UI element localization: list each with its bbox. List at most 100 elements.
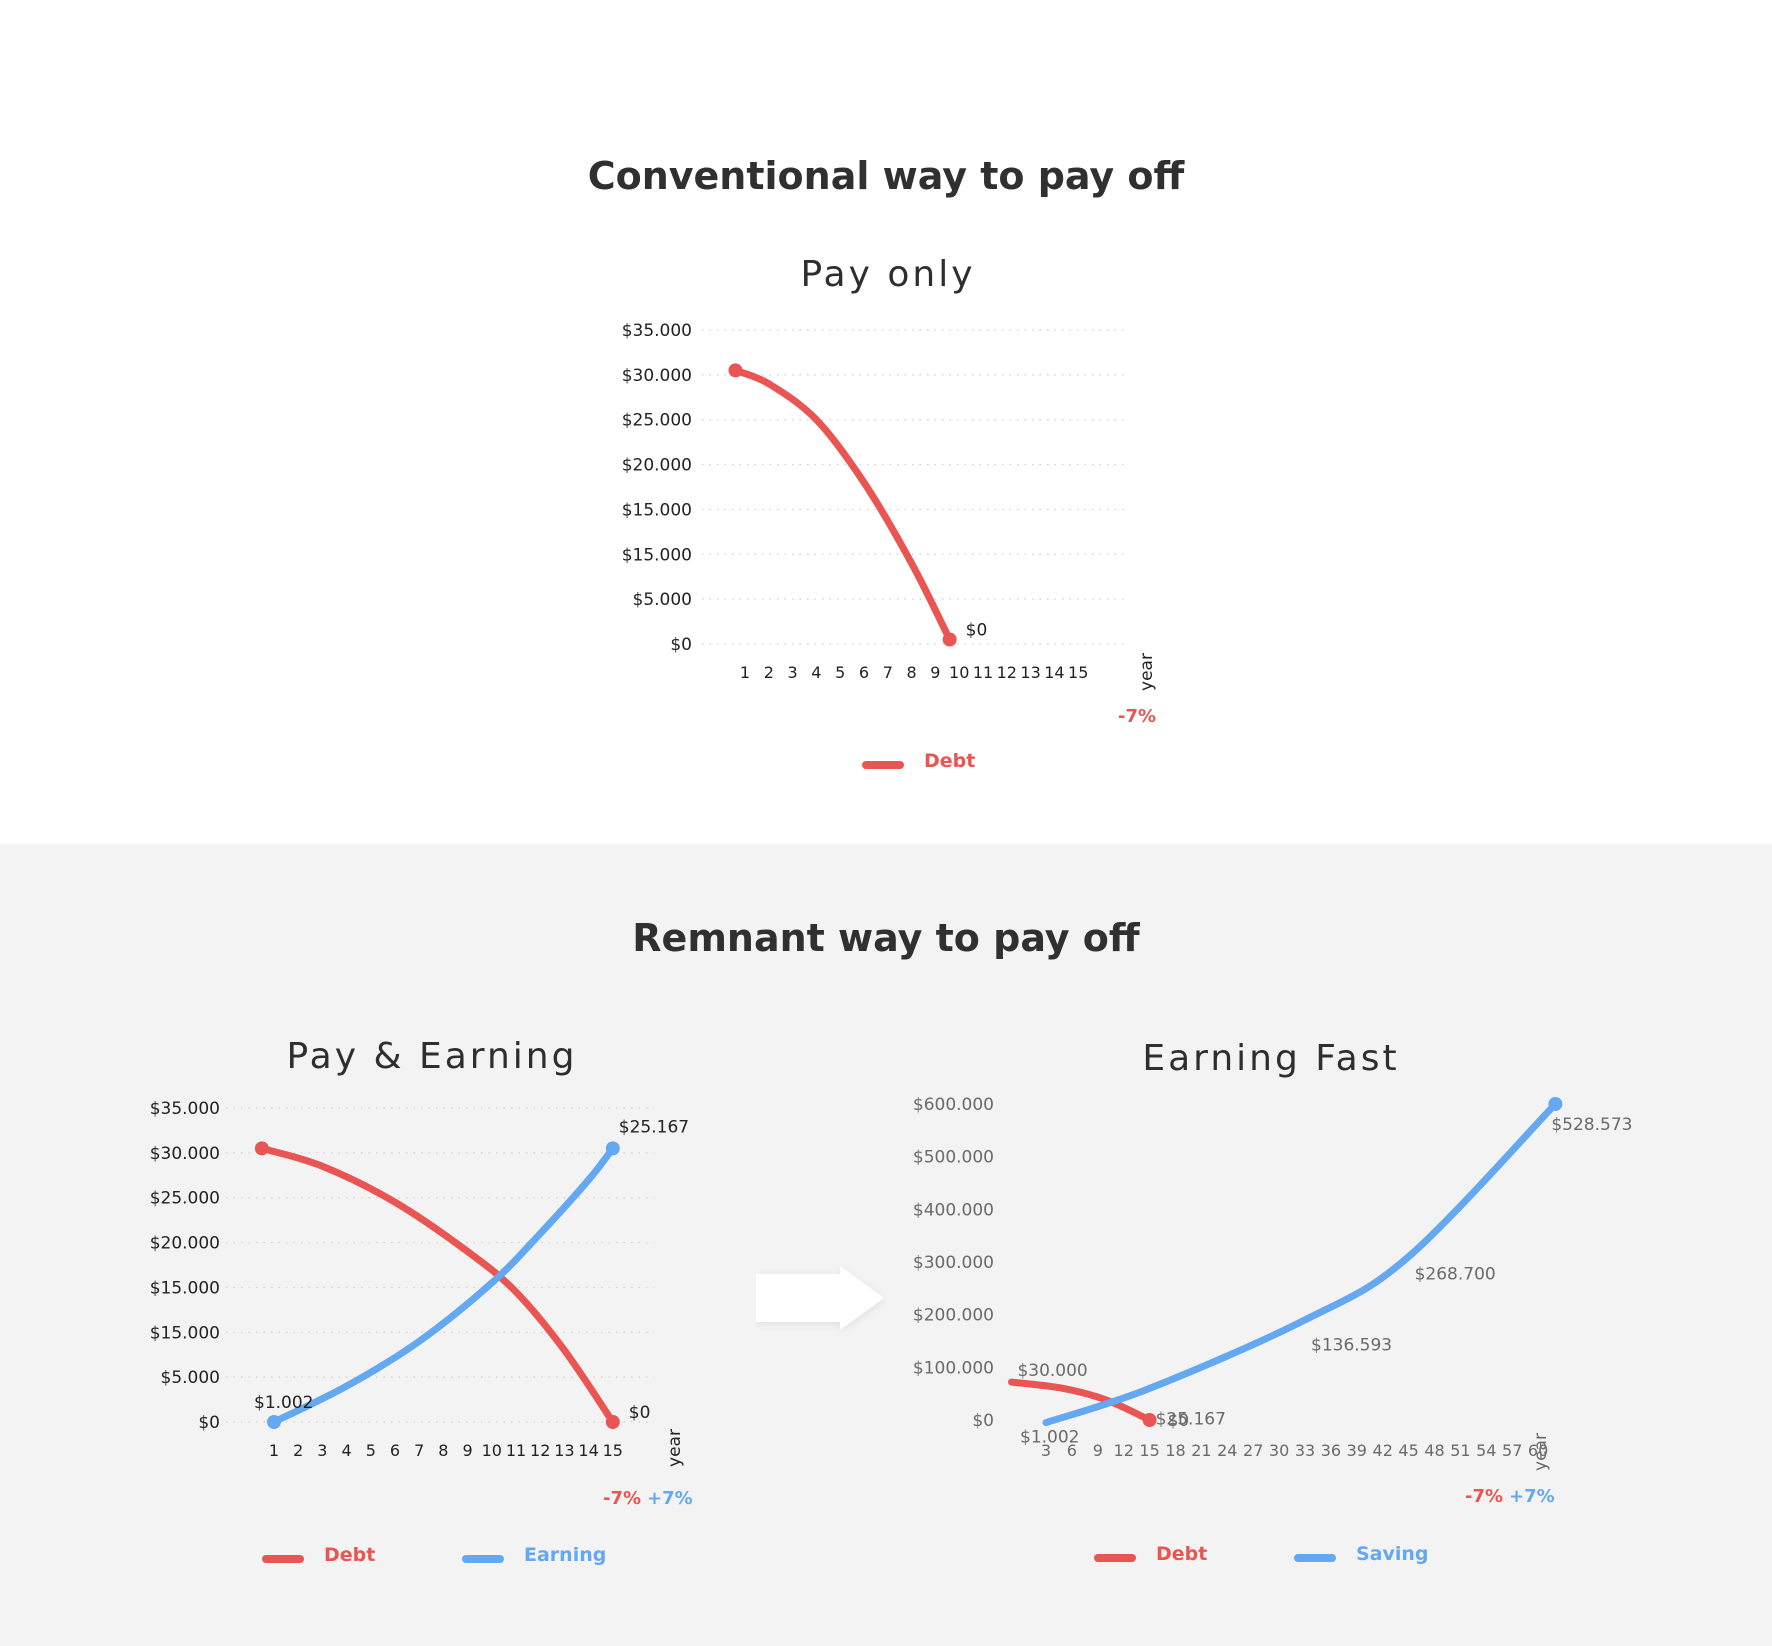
- endpoint-dot: [254, 1141, 269, 1156]
- x-tick-label: 11: [506, 1441, 526, 1460]
- x-tick-label: 27: [1243, 1441, 1263, 1460]
- rate-labels-pay-earning: -7% +7%: [603, 1488, 693, 1509]
- data-label: $1.002: [1020, 1428, 1079, 1448]
- data-label: $0: [629, 1403, 651, 1423]
- x-tick-label: 36: [1321, 1441, 1341, 1460]
- x-tick-label: 5: [366, 1441, 376, 1460]
- series-line-saving: [1042, 1100, 1559, 1427]
- y-tick-label: $5.000: [161, 1368, 220, 1388]
- x-tick-label: 51: [1450, 1441, 1470, 1460]
- y-tick-label: $0: [972, 1411, 994, 1431]
- x-tick-label: 3: [788, 663, 798, 682]
- x-tick-label: 7: [414, 1441, 424, 1460]
- right-arrow-icon: [756, 1266, 884, 1330]
- x-tick-label: 10: [949, 663, 969, 682]
- legend-swatch-debt: [1094, 1554, 1136, 1562]
- rate-labels-earning-fast: -7% +7%: [1465, 1486, 1555, 1507]
- x-tick-label: 1: [269, 1441, 279, 1460]
- data-label: $25.167: [1156, 1409, 1226, 1429]
- data-label: $268.700: [1415, 1264, 1496, 1284]
- legend-label-saving: Saving: [1356, 1543, 1429, 1565]
- data-label: $25.167: [619, 1117, 689, 1137]
- data-label: $30.000: [1017, 1361, 1087, 1381]
- x-tick-label: 4: [811, 663, 821, 682]
- legend-label-debt: Debt: [1156, 1543, 1208, 1565]
- x-tick-label: 14: [1044, 663, 1064, 682]
- data-label: $0: [1168, 1411, 1190, 1431]
- rate-label-debt: -7%: [1465, 1486, 1504, 1507]
- y-tick-label: $25.000: [150, 1189, 220, 1209]
- chart-title-pay-earning: Pay & Earning: [286, 1036, 578, 1077]
- rate-labels-pay-only: -7%: [1118, 706, 1156, 727]
- x-tick-label: 13: [1020, 663, 1040, 682]
- x-tick-label: 54: [1476, 1441, 1496, 1460]
- x-tick-label: 12: [997, 663, 1017, 682]
- y-tick-label: $30.000: [622, 366, 692, 386]
- x-tick-label: 42: [1373, 1441, 1393, 1460]
- data-label: $0: [966, 621, 988, 641]
- y-tick-label: $30.000: [150, 1144, 220, 1164]
- x-tick-label: 60: [1528, 1441, 1548, 1460]
- y-tick-label: $200.000: [913, 1306, 994, 1326]
- y-tick-label: $35.000: [150, 1099, 220, 1119]
- legend-label-debt: Debt: [324, 1544, 376, 1566]
- x-tick-label: 10: [482, 1441, 502, 1460]
- legend-swatch-debt: [862, 761, 904, 769]
- data-label: $1.002: [254, 1393, 313, 1413]
- rate-label-earning: +7%: [647, 1488, 693, 1509]
- y-tick-label: $20.000: [622, 456, 692, 476]
- x-axis-label: year: [1531, 1433, 1551, 1471]
- x-axis-label: year: [665, 1429, 685, 1467]
- x-tick-label: 9: [463, 1441, 473, 1460]
- endpoint-dot: [728, 363, 743, 378]
- x-tick-label: 33: [1295, 1441, 1315, 1460]
- x-tick-label: 18: [1165, 1441, 1185, 1460]
- x-tick-label: 57: [1502, 1441, 1522, 1460]
- x-tick-label: 9: [1093, 1441, 1103, 1460]
- x-tick-label: 8: [438, 1441, 448, 1460]
- legend-swatch-debt: [262, 1555, 304, 1563]
- y-tick-label: $15.000: [622, 500, 692, 520]
- series-line-debt: [1008, 1378, 1154, 1424]
- chart-title-pay-only: Pay only: [800, 254, 976, 295]
- x-tick-label: 6: [1067, 1441, 1077, 1460]
- x-tick-label: 8: [907, 663, 917, 682]
- rate-label-debt: -7%: [603, 1488, 642, 1509]
- x-tick-label: 24: [1217, 1441, 1237, 1460]
- x-tick-label: 1: [740, 663, 750, 682]
- endpoint-dot: [605, 1415, 620, 1429]
- section-remnant: Remnant way to pay off: [0, 844, 1772, 1646]
- chart-title-earning-fast: Earning Fast: [1142, 1038, 1400, 1079]
- y-tick-label: $25.000: [622, 411, 692, 431]
- y-tick-label: $15.000: [150, 1323, 220, 1343]
- x-tick-label: 15: [603, 1441, 623, 1460]
- y-tick-label: $35.000: [622, 321, 692, 341]
- series-line-earning: [270, 1144, 617, 1426]
- legend-label-debt: Debt: [924, 750, 976, 772]
- section-heading-conventional: Conventional way to pay off: [587, 154, 1185, 198]
- x-tick-label: 6: [859, 663, 869, 682]
- data-label: $528.573: [1551, 1115, 1632, 1135]
- y-tick-label: $0: [670, 635, 692, 655]
- x-tick-label: 12: [530, 1441, 550, 1460]
- x-tick-label: 14: [578, 1441, 598, 1460]
- endpoint-dot: [942, 632, 957, 647]
- legend-label-earning: Earning: [524, 1544, 607, 1566]
- legend-swatch-saving: [1294, 1554, 1336, 1562]
- y-tick-label: $15.000: [622, 545, 692, 565]
- x-tick-label: 4: [342, 1441, 352, 1460]
- section-heading-remnant: Remnant way to pay off: [632, 916, 1140, 960]
- y-tick-label: $600.000: [913, 1095, 994, 1115]
- x-tick-label: 9: [930, 663, 940, 682]
- y-tick-label: $20.000: [150, 1234, 220, 1254]
- x-tick-label: 45: [1398, 1441, 1418, 1460]
- x-tick-label: 39: [1347, 1441, 1367, 1460]
- x-tick-label: 48: [1424, 1441, 1444, 1460]
- series-line-debt: [732, 366, 954, 643]
- x-axis-label: year: [1137, 653, 1157, 691]
- rate-label-saving: +7%: [1509, 1486, 1555, 1507]
- rate-label-debt: -7%: [1118, 706, 1157, 727]
- legend-swatch-earning: [462, 1555, 504, 1563]
- data-label: $136.593: [1311, 1336, 1392, 1356]
